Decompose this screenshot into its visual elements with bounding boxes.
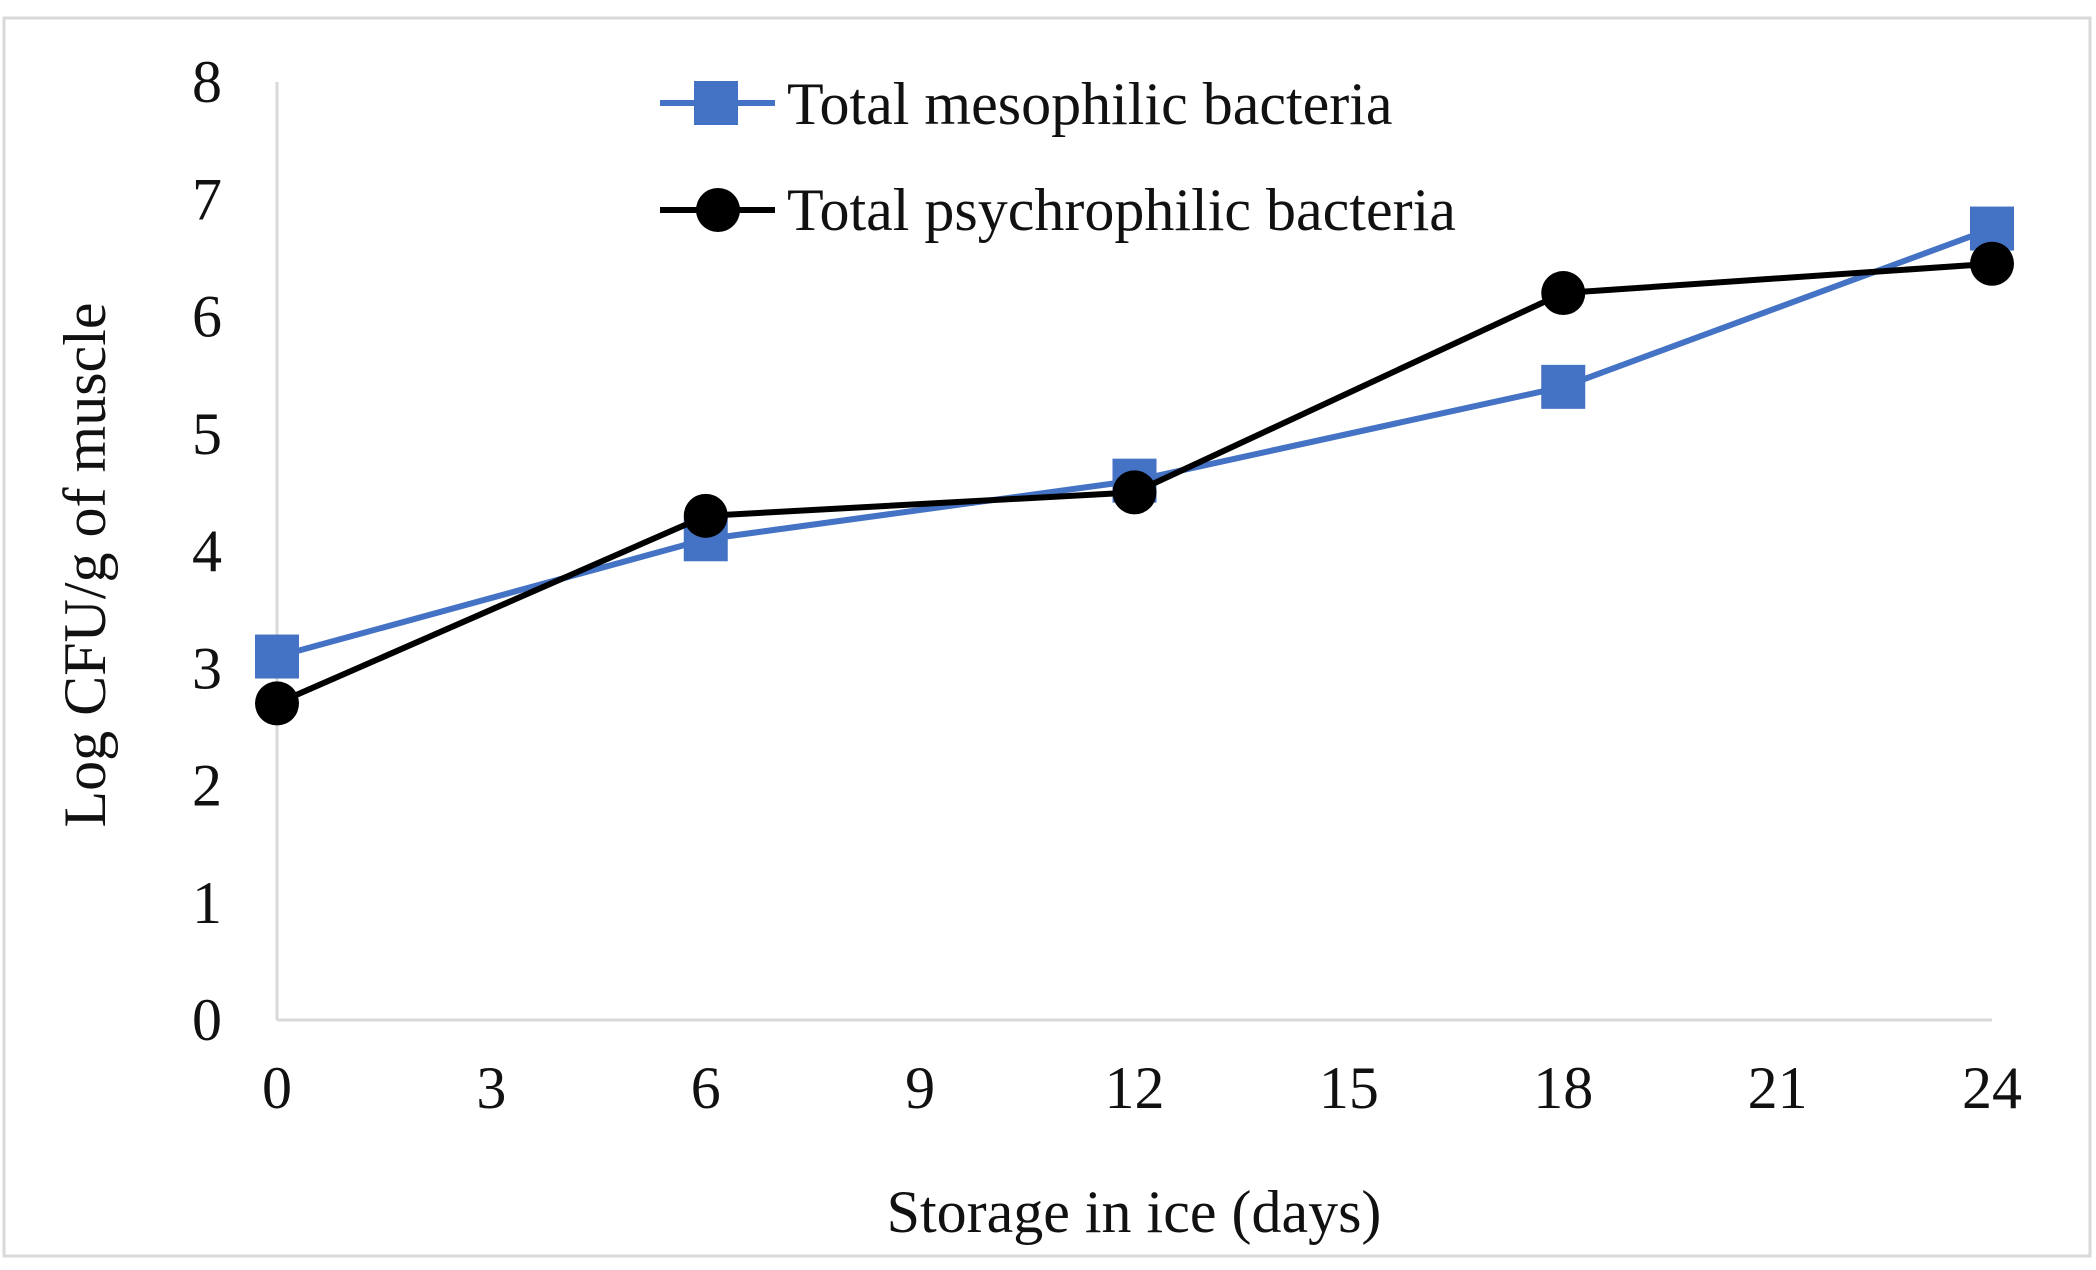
y-tick-label: 1 — [192, 870, 222, 936]
y-axis-title: Log CFU/g of muscle — [52, 303, 118, 828]
x-axis-title: Storage in ice (days) — [887, 1179, 1382, 1245]
x-tick-label: 15 — [1319, 1055, 1379, 1121]
x-tick-label: 9 — [905, 1055, 935, 1121]
data-point-circle — [1541, 271, 1586, 316]
legend-item-mesophilic: Total mesophilic bacteria — [660, 71, 1393, 137]
x-tick-label: 6 — [691, 1055, 721, 1121]
x-tick-labels: 0 3 6 9 12 15 18 21 24 — [262, 1055, 2022, 1121]
legend-marker-square — [694, 81, 738, 125]
x-tick-label: 18 — [1533, 1055, 1593, 1121]
data-point-square — [1541, 364, 1586, 409]
y-tick-label: 0 — [192, 987, 222, 1053]
y-tick-label: 3 — [192, 635, 222, 701]
legend-marker-circle — [696, 188, 740, 232]
y-tick-label: 6 — [192, 284, 222, 350]
y-tick-label: 2 — [192, 753, 222, 819]
legend: Total mesophilic bacteria Total psychrop… — [660, 71, 1456, 243]
data-point-circle — [1112, 470, 1157, 515]
legend-label-psychrophilic: Total psychrophilic bacteria — [787, 177, 1456, 243]
legend-label-mesophilic: Total mesophilic bacteria — [787, 71, 1393, 137]
y-tick-labels: 0 1 2 3 4 5 6 7 8 — [192, 49, 222, 1053]
x-tick-label: 24 — [1962, 1055, 2022, 1121]
data-point-circle — [683, 493, 728, 538]
y-tick-label: 7 — [192, 166, 222, 232]
x-tick-label: 3 — [476, 1055, 506, 1121]
y-tick-label: 4 — [192, 518, 222, 584]
y-tick-label: 5 — [192, 401, 222, 467]
data-point-square — [255, 634, 299, 679]
x-tick-label: 21 — [1748, 1055, 1808, 1121]
data-point-circle — [255, 681, 299, 726]
y-tick-label: 8 — [192, 49, 222, 115]
legend-item-psychrophilic: Total psychrophilic bacteria — [660, 177, 1456, 243]
series-psychrophilic — [255, 241, 2014, 726]
series-layer — [255, 206, 2014, 726]
x-tick-label: 0 — [262, 1055, 292, 1121]
data-point-circle — [1970, 241, 2014, 286]
x-tick-label: 12 — [1105, 1055, 1165, 1121]
